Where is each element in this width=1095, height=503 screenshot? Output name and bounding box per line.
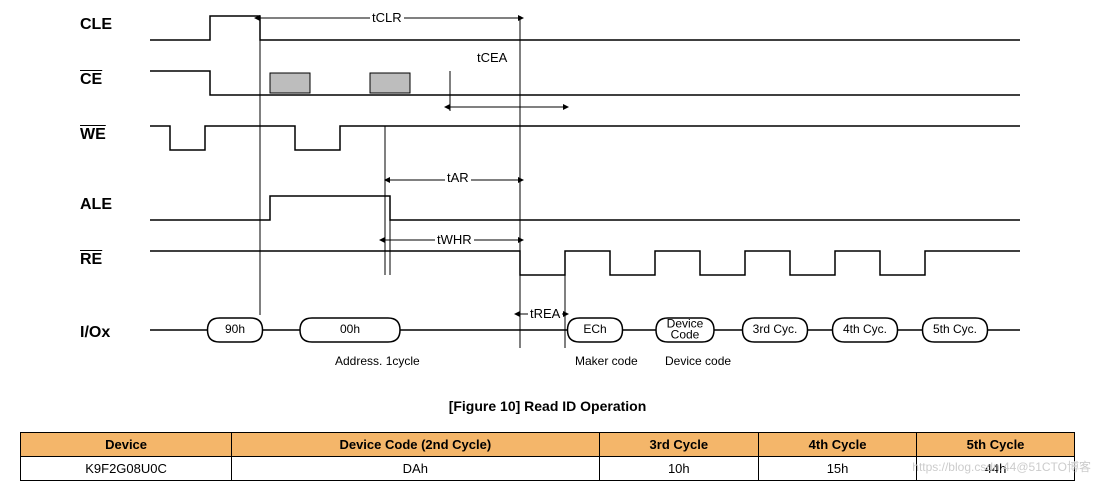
signal-label-ce: CE <box>80 71 140 89</box>
timing-label-twhr: tWHR <box>435 232 474 247</box>
timing-label-tar: tAR <box>445 170 471 185</box>
id-table-cell: DAh <box>232 457 599 481</box>
id-table-cell: 44h <box>917 457 1075 481</box>
timing-label-tclr: tCLR <box>370 10 404 25</box>
signal-label-cle: CLE <box>80 16 140 34</box>
svg-text:4th Cyc.: 4th Cyc. <box>843 322 887 336</box>
svg-text:00h: 00h <box>340 322 360 336</box>
sublabel-device: Device code <box>665 354 731 368</box>
id-table-cell: K9F2G08U0C <box>21 457 232 481</box>
id-table-cell: 15h <box>759 457 917 481</box>
wave-ce <box>150 65 1020 105</box>
svg-text:5th Cyc.: 5th Cyc. <box>933 322 977 336</box>
wave-we <box>150 120 1020 160</box>
signal-row-ale: ALE <box>20 190 1020 230</box>
id-table-header: Device Code (2nd Cycle) <box>232 433 599 457</box>
id-table-header: 3rd Cycle <box>599 433 759 457</box>
id-table-row: K9F2G08U0C DAh 10h 15h 44h <box>21 457 1075 481</box>
svg-text:3rd Cyc.: 3rd Cyc. <box>753 322 798 336</box>
signal-label-we: WE <box>80 126 140 144</box>
signal-label-io: I/Ox <box>80 324 140 342</box>
id-table: Device Device Code (2nd Cycle) 3rd Cycle… <box>20 432 1075 481</box>
signal-row-re: RE <box>20 245 1020 285</box>
signal-row-we: WE <box>20 120 1020 160</box>
wave-ale <box>150 190 1020 230</box>
sublabel-address: Address. 1cycle <box>335 354 420 368</box>
signal-label-ale: ALE <box>80 196 140 214</box>
signal-row-io: I/Ox 90h00hEChDeviceCode3rd Cyc.4th Cyc.… <box>20 310 1020 370</box>
id-table-header: 5th Cycle <box>917 433 1075 457</box>
signal-row-cle: CLE <box>20 10 1020 50</box>
timing-label-tcea: tCEA <box>475 50 509 65</box>
id-table-header: Device <box>21 433 232 457</box>
figure-caption: [Figure 10] Read ID Operation <box>20 398 1075 414</box>
id-table-header: 4th Cycle <box>759 433 917 457</box>
svg-text:ECh: ECh <box>583 322 606 336</box>
wave-re <box>150 245 1020 285</box>
signal-row-ce: CE <box>20 65 1020 105</box>
svg-text:Code: Code <box>671 328 700 342</box>
sublabel-maker: Maker code <box>575 354 638 368</box>
wave-cle <box>150 10 1020 50</box>
svg-text:90h: 90h <box>225 322 245 336</box>
id-table-header-row: Device Device Code (2nd Cycle) 3rd Cycle… <box>21 433 1075 457</box>
id-table-cell: 10h <box>599 457 759 481</box>
signal-label-re: RE <box>80 251 140 269</box>
timing-label-trea: tREA <box>528 306 562 321</box>
timing-diagram: CLE CE WE ALE <box>20 10 1020 390</box>
